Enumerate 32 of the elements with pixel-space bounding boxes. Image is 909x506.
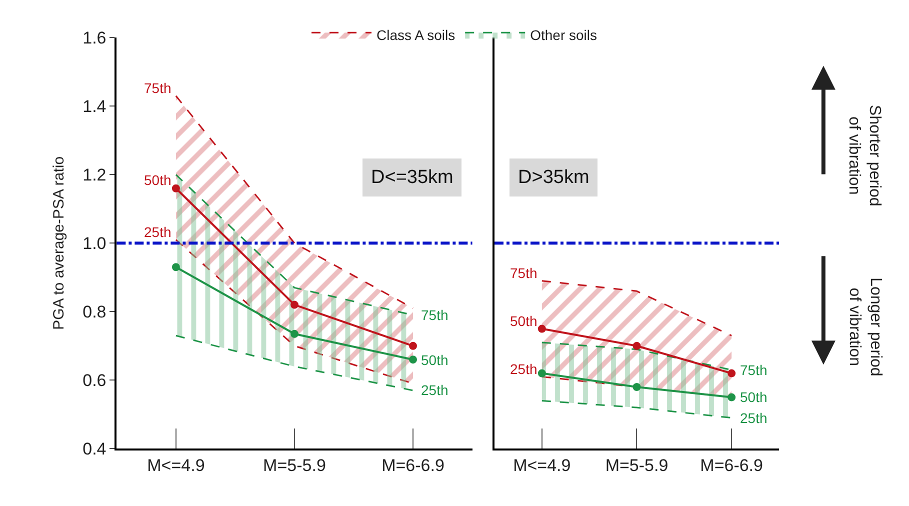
annotation: 50th <box>510 313 538 329</box>
text: Shorter period of vibration <box>845 104 884 206</box>
x-tick-label: M=5-5.9 <box>263 456 326 476</box>
x-tick-label: M=6-6.9 <box>382 456 444 476</box>
annotation: 75th <box>421 307 448 323</box>
y-tick-label: 1.0 <box>82 234 106 254</box>
x-tick-label: M<=4.9 <box>513 456 571 476</box>
y-tick-label: 0.4 <box>82 440 106 459</box>
annotation: 75th <box>740 362 768 378</box>
annotation: 25th <box>144 224 172 240</box>
legend-label: Other soils <box>530 27 598 44</box>
annotation: 75th <box>510 265 538 281</box>
annotation: 50th <box>144 172 172 188</box>
annotation: 25th <box>510 361 538 377</box>
y-tick-label: 1.4 <box>82 97 106 116</box>
annotation: D>35km <box>518 167 590 188</box>
text: Longer period of vibration <box>846 278 884 376</box>
y-tick-label: 0.6 <box>82 371 106 390</box>
annotation: 25th <box>421 382 448 398</box>
x-tick-label: M=5-5.9 <box>605 456 668 476</box>
y-tick-label: 0.8 <box>82 302 106 322</box>
y-axis-title: PGA to average-PSA ratio <box>50 156 68 330</box>
annotation: 50th <box>740 389 768 405</box>
annotation: 50th <box>421 352 448 368</box>
y-tick-label: 1.6 <box>82 28 106 48</box>
annotation: D<=35km <box>371 167 454 188</box>
annotation: 25th <box>740 410 768 426</box>
x-tick-label: M=6-6.9 <box>700 456 763 476</box>
y-tick-label: 1.2 <box>82 166 106 185</box>
legend-label: Class A soils <box>376 27 456 44</box>
annotation: 75th <box>144 80 172 96</box>
x-tick-label: M<=4.9 <box>147 456 205 476</box>
